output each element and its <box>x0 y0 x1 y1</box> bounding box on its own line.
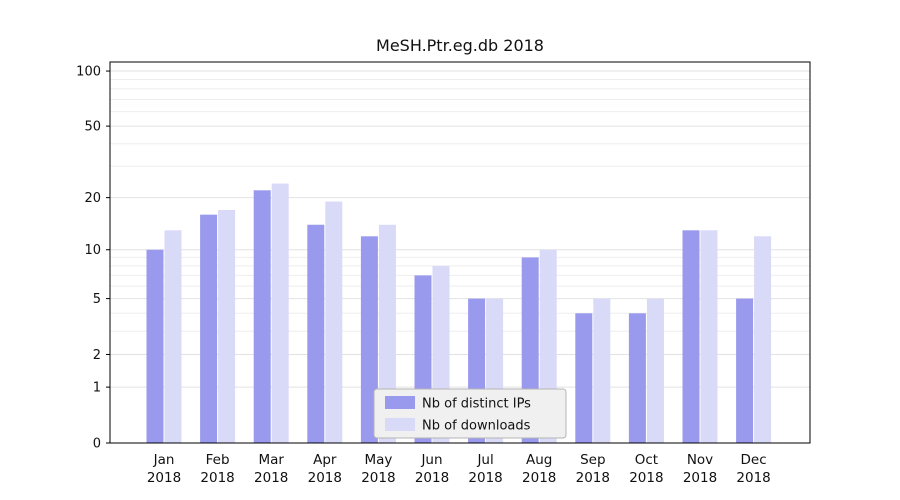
x-tick-label-month: Apr <box>313 452 337 468</box>
bar-distinct-ips-nov <box>682 230 700 443</box>
legend-label-downloads: Nb of downloads <box>422 419 531 434</box>
x-tick-label-month: Sep <box>580 452 605 468</box>
chart-title: MeSH.Ptr.eg.db 2018 <box>376 36 544 55</box>
bar-downloads-sep <box>593 298 611 443</box>
bar-distinct-ips-mar <box>253 190 271 443</box>
bar-downloads-oct <box>646 298 664 443</box>
x-tick-label-year: 2018 <box>629 470 663 486</box>
legend-swatch-downloads <box>385 418 415 431</box>
legend-swatch-distinct-ips <box>385 396 415 409</box>
x-tick-label-month: Aug <box>526 452 552 468</box>
x-tick-label-year: 2018 <box>415 470 449 486</box>
x-tick-label-month: Mar <box>258 452 284 468</box>
x-tick-label-year: 2018 <box>736 470 770 486</box>
bar-downloads-mar <box>271 183 289 443</box>
y-tick-label: 100 <box>76 65 101 80</box>
bar-downloads-jan <box>164 230 182 443</box>
bar-downloads-feb <box>218 210 236 443</box>
y-tick-label: 20 <box>84 191 101 206</box>
y-tick-label: 0 <box>93 437 101 452</box>
x-tick-label-year: 2018 <box>308 470 342 486</box>
bar-distinct-ips-dec <box>736 298 754 443</box>
y-tick-label: 2 <box>93 348 101 363</box>
x-tick-label-month: Jan <box>153 452 175 468</box>
bar-distinct-ips-apr <box>307 224 325 443</box>
x-tick-label-month: Jul <box>476 452 493 468</box>
legend-label-distinct-ips: Nb of distinct IPs <box>422 397 531 412</box>
bar-distinct-ips-feb <box>200 214 218 443</box>
y-tick-label: 50 <box>84 120 101 135</box>
bar-distinct-ips-oct <box>628 313 646 443</box>
x-tick-label-year: 2018 <box>361 470 395 486</box>
x-tick-label-year: 2018 <box>254 470 288 486</box>
y-tick-label: 5 <box>93 292 101 307</box>
x-tick-label-month: May <box>364 452 392 468</box>
bar-distinct-ips-jan <box>146 249 164 443</box>
bar-downloads-dec <box>754 236 772 443</box>
x-tick-label-year: 2018 <box>576 470 610 486</box>
x-tick-label-month: Oct <box>635 452 658 468</box>
bar-downloads-apr <box>325 201 343 443</box>
plot-border <box>109 61 811 444</box>
y-tick-label: 1 <box>93 381 101 396</box>
x-tick-label-year: 2018 <box>200 470 234 486</box>
x-tick-label-year: 2018 <box>468 470 502 486</box>
x-tick-label-year: 2018 <box>683 470 717 486</box>
x-tick-label-year: 2018 <box>147 470 181 486</box>
bar-distinct-ips-sep <box>575 313 593 443</box>
x-tick-label-month: Nov <box>687 452 713 468</box>
bar-downloads-may <box>378 224 396 443</box>
x-tick-label-month: Jun <box>420 452 442 468</box>
y-tick-label: 10 <box>84 243 101 258</box>
bar-downloads-nov <box>700 230 718 443</box>
x-tick-label-year: 2018 <box>522 470 556 486</box>
x-tick-label-month: Dec <box>741 452 767 468</box>
x-tick-label-month: Feb <box>206 452 230 468</box>
legend-box <box>373 388 567 439</box>
